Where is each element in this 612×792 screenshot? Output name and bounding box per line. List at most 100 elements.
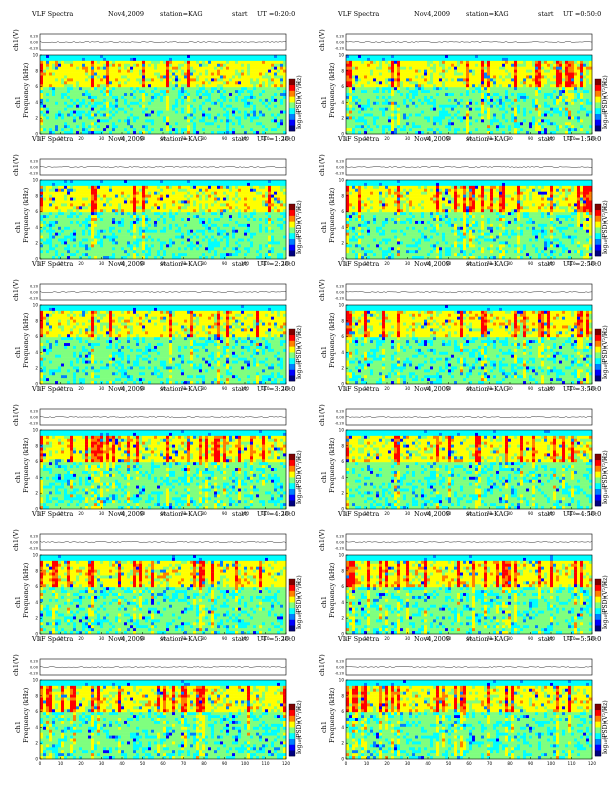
psd-cell	[142, 72, 146, 76]
psd-cell	[79, 215, 83, 219]
psd-cell	[364, 93, 368, 97]
panel-title-prefix: VLF Spectra	[338, 10, 379, 18]
psd-cell	[448, 122, 452, 126]
psd-cell	[55, 90, 59, 94]
psd-cell	[46, 98, 50, 103]
psd-cell	[466, 87, 470, 91]
psd-cell	[82, 206, 86, 210]
psd-cell	[82, 107, 86, 111]
psd-cell	[172, 81, 176, 85]
psd-cell	[424, 66, 428, 70]
psd-cell	[271, 104, 275, 108]
psd-cell	[451, 116, 455, 120]
colorbar-tick-label: -4	[297, 81, 300, 85]
psd-cell	[367, 119, 371, 123]
psd-cell	[166, 66, 170, 70]
psd-cell	[139, 93, 143, 97]
psd-cell	[76, 256, 80, 260]
psd-cell	[157, 128, 161, 132]
psd-cell	[142, 75, 146, 79]
psd-cell	[280, 60, 284, 65]
psd-cell	[259, 75, 263, 79]
psd-cell	[157, 60, 161, 65]
psd-cell	[112, 107, 116, 111]
psd-cell	[49, 66, 53, 70]
psd-cell	[418, 122, 422, 126]
psd-cell	[280, 78, 284, 82]
psd-cell	[487, 107, 491, 111]
psd-cell	[400, 78, 404, 82]
psd-cell	[472, 93, 476, 97]
psd-cell	[166, 60, 170, 65]
psd-cell	[271, 84, 275, 88]
psd-cell	[76, 203, 80, 207]
psd-cell	[385, 55, 389, 59]
psd-cell	[226, 116, 230, 120]
psd-cell	[97, 81, 101, 85]
psd-cell	[490, 66, 494, 70]
psd-cell	[508, 90, 512, 94]
psd-cell	[487, 66, 491, 70]
psd-cell	[538, 90, 542, 94]
psd-cell	[589, 87, 593, 91]
psd-cell	[361, 69, 365, 73]
psd-cell	[157, 107, 161, 111]
psd-cell	[199, 66, 203, 70]
psd-cell	[481, 95, 485, 100]
psd-cell	[40, 55, 44, 59]
psd-cell	[91, 128, 95, 132]
psd-cell	[517, 81, 521, 85]
psd-cell	[79, 229, 83, 233]
psd-cell	[442, 116, 446, 120]
psd-cell	[145, 81, 149, 85]
psd-cell	[157, 95, 161, 100]
psd-cell	[256, 63, 260, 67]
psd-cell	[88, 84, 92, 88]
psd-cell	[199, 93, 203, 97]
psd-cell	[520, 78, 524, 82]
psd-cell	[478, 63, 482, 67]
psd-cell	[466, 119, 470, 123]
psd-cell	[556, 110, 560, 114]
psd-cell	[103, 125, 107, 129]
psd-cell	[346, 90, 350, 94]
psd-cell	[379, 125, 383, 129]
psd-cell	[106, 81, 110, 85]
psd-cell	[130, 55, 134, 59]
psd-cell	[364, 78, 368, 82]
psd-cell	[55, 191, 59, 195]
psd-cell	[538, 101, 542, 105]
psd-cell	[199, 90, 203, 94]
psd-cell	[55, 116, 59, 120]
psd-cell	[136, 104, 140, 108]
psd-cell	[238, 66, 242, 70]
psd-cell	[73, 55, 77, 59]
psd-cell	[58, 57, 62, 62]
psd-cell	[46, 125, 50, 129]
psd-cell	[100, 128, 104, 132]
psd-cell	[43, 247, 47, 251]
psd-cell	[139, 69, 143, 73]
psd-cell	[436, 95, 440, 100]
x-tick-label: 40	[425, 136, 431, 141]
psd-cell	[256, 60, 260, 65]
psd-cell	[58, 131, 62, 135]
psd-cell	[589, 57, 593, 62]
psd-cell	[370, 55, 374, 59]
psd-cell	[121, 98, 125, 103]
psd-cell	[259, 122, 263, 126]
psd-cell	[274, 104, 278, 108]
psd-cell	[364, 87, 368, 91]
psd-cell	[73, 78, 77, 82]
psd-cell	[49, 98, 53, 103]
psd-cell	[40, 69, 44, 73]
psd-cell	[358, 101, 362, 105]
psd-cell	[550, 69, 554, 73]
psd-cell	[184, 98, 188, 103]
psd-cell	[421, 131, 425, 135]
psd-cell	[91, 69, 95, 73]
psd-cell	[358, 122, 362, 126]
psd-cell	[274, 116, 278, 120]
psd-cell	[472, 57, 476, 62]
psd-cell	[235, 72, 239, 76]
